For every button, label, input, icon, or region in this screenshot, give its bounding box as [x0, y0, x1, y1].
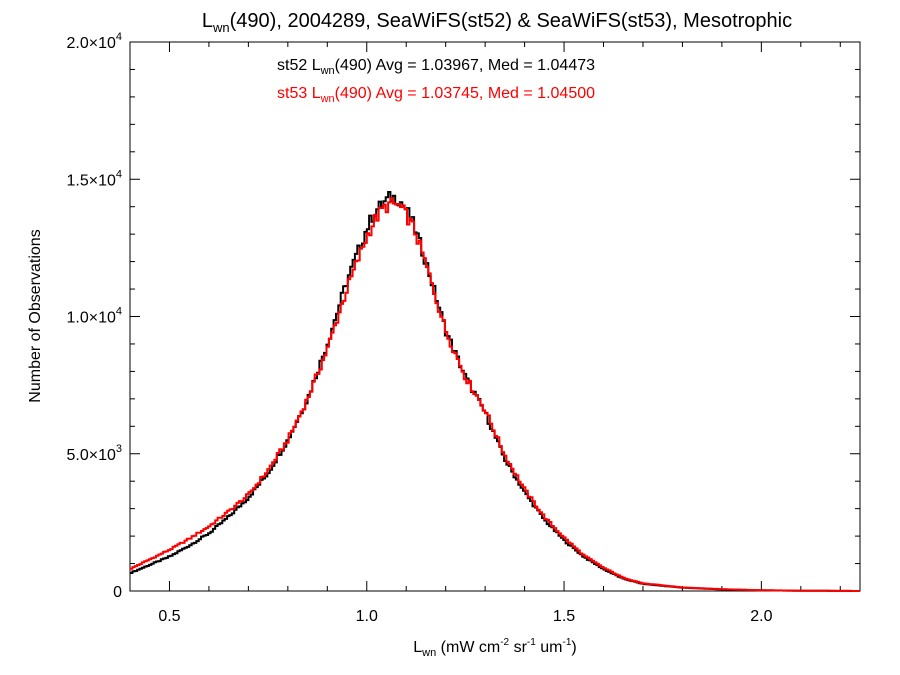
x-tick-label: 0.5 [158, 608, 180, 625]
y-tick-label: 1.0×104 [66, 306, 122, 327]
x-tick-label: 1.0 [356, 608, 378, 625]
chart-title: Lwn(490), 2004289, SeaWiFS(st52) & SeaWi… [202, 10, 792, 35]
x-axis-label: Lwn (mW cm-2 sr-1 um-1) [413, 637, 576, 659]
series-line-st53 [130, 197, 860, 592]
plot-area: 0.5 1.0 1.5 2.0 0 5.0×103 1.0×104 1.5×104 2.0×10… [66, 31, 861, 625]
y-tick-label: 1.5×104 [66, 168, 122, 189]
plot-frame [129, 41, 861, 592]
y-tick-label: 0 [113, 584, 122, 601]
y-tick-label: 2.0×104 [66, 31, 122, 52]
series-line-st52 [130, 191, 860, 592]
y-tick-label: 5.0×103 [66, 443, 122, 464]
y-axis-label: Number of Observations [27, 229, 44, 402]
x-tick-label: 1.5 [553, 608, 575, 625]
legend-st53: st53 Lwn(490) Avg = 1.03745, Med = 1.045… [277, 85, 595, 105]
legend-st52: st52 Lwn(490) Avg = 1.03967, Med = 1.044… [277, 57, 595, 77]
x-tick-label: 2.0 [750, 608, 772, 625]
